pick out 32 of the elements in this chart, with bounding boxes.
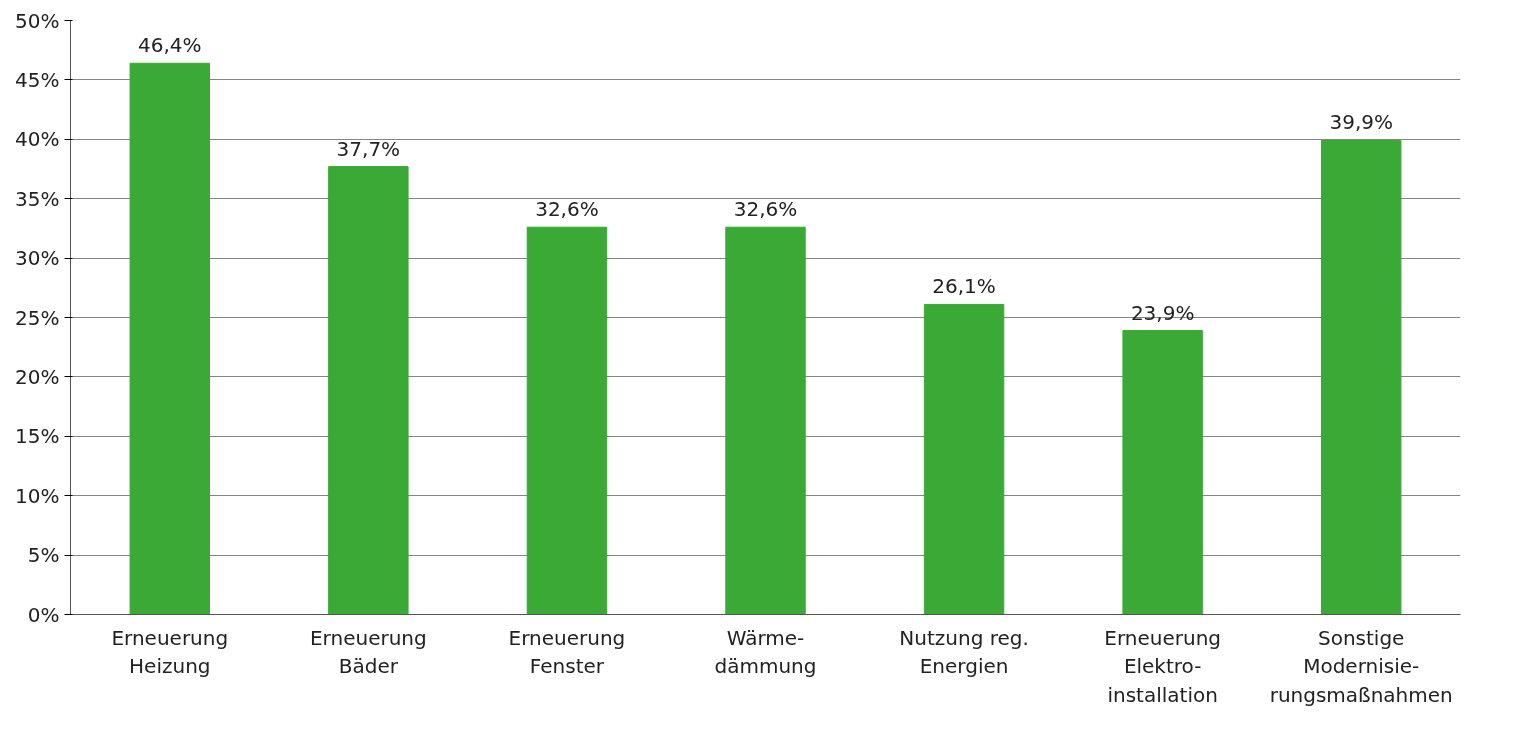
y-tick-label: 25% — [15, 305, 60, 330]
y-tick-label: 50% — [15, 8, 60, 33]
y-tick-label: 35% — [15, 186, 60, 211]
y-tick-label: 45% — [15, 67, 60, 92]
bar — [923, 303, 1005, 615]
x-tick-label: Erneuerung Heizung — [111, 625, 229, 679]
bar — [725, 226, 806, 615]
bar — [129, 62, 210, 615]
y-tick-label: 15% — [15, 424, 60, 449]
data-label: 26,1% — [932, 274, 996, 299]
x-tick-label: Sonstige Modernisie- rungsmaßnahmen — [1269, 625, 1453, 708]
bar — [328, 166, 409, 615]
x-tick-label: Nutzung reg. Energien — [899, 625, 1029, 679]
y-tick-label: 20% — [15, 364, 60, 389]
x-tick-label: Erneuerung Fenster — [508, 625, 626, 679]
y-tick-label: 10% — [15, 483, 60, 508]
bar — [1321, 139, 1402, 615]
y-tick-label: 40% — [15, 127, 60, 152]
data-label: 37,7% — [336, 136, 401, 161]
x-tick-label: Erneuerung Elektro- installation — [1104, 625, 1222, 708]
data-label: 46,4% — [138, 33, 202, 58]
data-label: 32,6% — [733, 197, 798, 222]
x-tick-label: Wärme- dämmung — [714, 625, 817, 679]
y-tick-label: 30% — [15, 246, 60, 271]
x-tick-label: Erneuerung Bäder — [309, 625, 427, 679]
y-tick-label: 0% — [27, 602, 60, 627]
bar — [1122, 330, 1203, 615]
bar — [526, 226, 608, 615]
data-label: 32,6% — [535, 197, 599, 222]
data-label: 39,9% — [1329, 110, 1393, 135]
y-tick-label: 5% — [27, 543, 60, 568]
data-label: 23,9% — [1130, 300, 1195, 325]
